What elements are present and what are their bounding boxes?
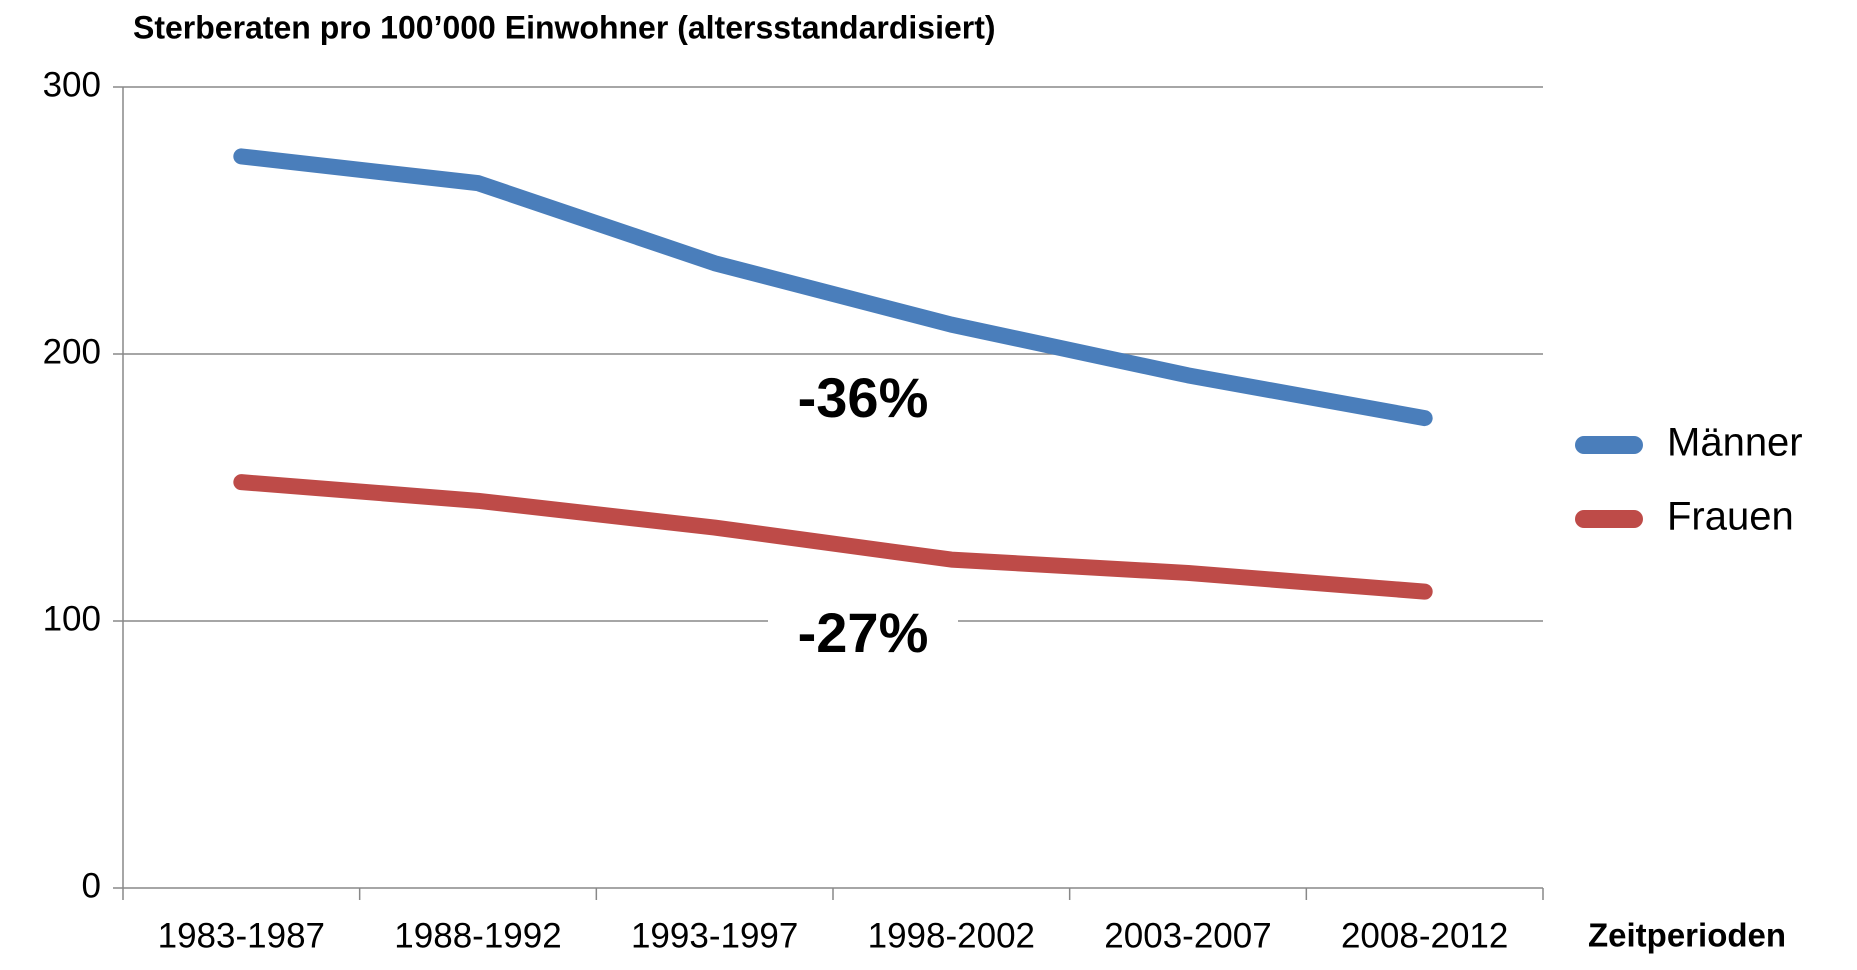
annotation: -27%	[798, 601, 929, 664]
annotation-bg	[768, 364, 958, 440]
x-tick-label: 1998-2002	[868, 916, 1035, 955]
x-tick-label: 2003-2007	[1104, 916, 1271, 955]
x-tick-label: 2008-2012	[1341, 916, 1508, 955]
y-tick-label: 0	[82, 866, 101, 905]
x-tick-label: 1993-1997	[631, 916, 798, 955]
y-tick-label: 200	[43, 332, 101, 371]
chart-title: Sterberaten pro 100’000 Einwohner (alter…	[133, 9, 996, 45]
y-tick-label: 100	[43, 599, 101, 638]
legend-label: Männer	[1667, 421, 1803, 465]
x-tick-label: 1988-1992	[394, 916, 561, 955]
annotation: -36%	[798, 366, 929, 429]
series-line	[233, 148, 1433, 427]
x-tick-label: 1983-1987	[158, 916, 325, 955]
legend-label: Frauen	[1667, 495, 1794, 539]
annotation-bg	[768, 599, 958, 675]
series-line	[233, 474, 1433, 600]
x-axis-label: Zeitperioden	[1588, 917, 1786, 954]
y-tick-label: 300	[43, 65, 101, 104]
